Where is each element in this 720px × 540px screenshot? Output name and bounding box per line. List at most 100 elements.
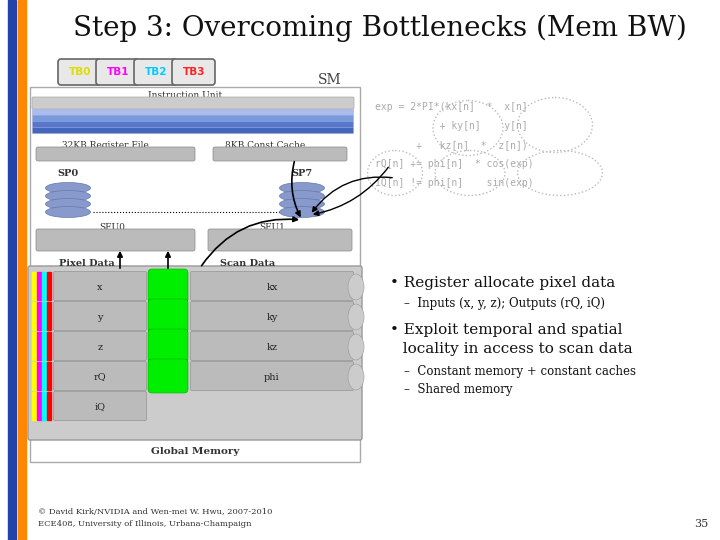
Bar xyxy=(30,87,360,462)
Text: kx: kx xyxy=(266,282,278,292)
Text: locality in access to scan data: locality in access to scan data xyxy=(393,342,633,356)
Bar xyxy=(47,272,51,300)
Text: 8KB Const Cache: 8KB Const Cache xyxy=(225,140,305,150)
Ellipse shape xyxy=(45,206,91,218)
FancyBboxPatch shape xyxy=(208,229,352,251)
Text: Pixel Data: Pixel Data xyxy=(59,259,115,267)
FancyBboxPatch shape xyxy=(191,332,354,361)
Bar xyxy=(32,302,36,330)
Bar xyxy=(37,302,41,330)
Ellipse shape xyxy=(348,334,364,360)
Text: Instruction Unit: Instruction Unit xyxy=(148,91,222,99)
FancyBboxPatch shape xyxy=(32,110,354,116)
Bar xyxy=(42,332,46,360)
Text: Global Memory: Global Memory xyxy=(150,448,239,456)
Text: ky: ky xyxy=(266,313,278,321)
FancyBboxPatch shape xyxy=(96,59,139,85)
Text: SFU0: SFU0 xyxy=(99,224,125,233)
FancyBboxPatch shape xyxy=(53,301,146,330)
Ellipse shape xyxy=(279,191,325,201)
FancyBboxPatch shape xyxy=(32,116,354,122)
Text: 35: 35 xyxy=(694,519,708,529)
Text: © David Kirk/NVIDIA and Wen-mei W. Hwu, 2007-2010: © David Kirk/NVIDIA and Wen-mei W. Hwu, … xyxy=(38,508,272,516)
Ellipse shape xyxy=(45,199,91,210)
FancyBboxPatch shape xyxy=(191,301,354,330)
FancyBboxPatch shape xyxy=(53,361,146,390)
FancyBboxPatch shape xyxy=(148,359,188,393)
Text: TB3: TB3 xyxy=(183,67,205,77)
Text: z: z xyxy=(97,342,102,352)
FancyBboxPatch shape xyxy=(148,299,188,333)
Bar xyxy=(47,332,51,360)
Bar xyxy=(37,362,41,390)
Bar xyxy=(32,272,36,300)
Bar xyxy=(37,392,41,420)
Text: Scan Data: Scan Data xyxy=(220,259,276,267)
Text: ECE408, University of Illinois, Urbana-Champaign: ECE408, University of Illinois, Urbana-C… xyxy=(38,520,251,528)
Text: Step 3: Overcoming Bottlenecks (Mem BW): Step 3: Overcoming Bottlenecks (Mem BW) xyxy=(73,15,687,42)
FancyBboxPatch shape xyxy=(148,329,188,363)
Text: y: y xyxy=(97,313,103,321)
FancyBboxPatch shape xyxy=(58,59,101,85)
Bar xyxy=(42,302,46,330)
Ellipse shape xyxy=(348,364,364,390)
Bar xyxy=(32,362,36,390)
Ellipse shape xyxy=(348,304,364,330)
Bar xyxy=(18,0,26,540)
Text: rQ: rQ xyxy=(94,373,107,381)
FancyBboxPatch shape xyxy=(191,361,354,390)
Text: SP0: SP0 xyxy=(58,168,78,178)
FancyBboxPatch shape xyxy=(172,59,215,85)
Text: –  Constant memory + constant caches: – Constant memory + constant caches xyxy=(404,364,636,377)
Text: +   kz[n]  *  z[n]): + kz[n] * z[n]) xyxy=(375,140,528,150)
Ellipse shape xyxy=(279,183,325,193)
Bar xyxy=(8,0,16,540)
Ellipse shape xyxy=(348,274,364,300)
Text: –  Shared memory: – Shared memory xyxy=(404,382,513,395)
FancyBboxPatch shape xyxy=(191,272,354,300)
Bar xyxy=(42,392,46,420)
FancyBboxPatch shape xyxy=(36,147,195,161)
FancyBboxPatch shape xyxy=(36,229,195,251)
Text: • Register allocate pixel data: • Register allocate pixel data xyxy=(390,276,616,290)
Text: + ky[n]    y[n]: + ky[n] y[n] xyxy=(375,121,528,131)
Text: • Exploit temporal and spatial: • Exploit temporal and spatial xyxy=(390,323,623,337)
FancyBboxPatch shape xyxy=(32,122,354,127)
Text: SP7: SP7 xyxy=(292,168,312,178)
FancyBboxPatch shape xyxy=(32,97,354,109)
Text: 32KB Register File: 32KB Register File xyxy=(62,140,148,150)
Text: SM: SM xyxy=(318,73,342,87)
Bar xyxy=(37,272,41,300)
Text: iQ: iQ xyxy=(94,402,106,411)
Text: rQ[n] += phi[n]  * cos(exp): rQ[n] += phi[n] * cos(exp) xyxy=(375,159,534,169)
Bar xyxy=(47,302,51,330)
Ellipse shape xyxy=(279,199,325,210)
Bar xyxy=(47,392,51,420)
FancyBboxPatch shape xyxy=(213,147,347,161)
Text: iQ[n] != phi[n]    sin(exp): iQ[n] != phi[n] sin(exp) xyxy=(375,178,534,188)
Text: TB1: TB1 xyxy=(107,67,130,77)
Bar xyxy=(37,332,41,360)
Ellipse shape xyxy=(279,206,325,218)
FancyBboxPatch shape xyxy=(32,127,354,133)
Bar xyxy=(32,332,36,360)
Text: phi: phi xyxy=(264,373,280,381)
Bar xyxy=(47,362,51,390)
Text: exp = 2*PI*(kx[n]  *  x[n]: exp = 2*PI*(kx[n] * x[n] xyxy=(375,102,528,112)
Bar xyxy=(32,392,36,420)
FancyBboxPatch shape xyxy=(134,59,177,85)
Bar xyxy=(42,272,46,300)
Text: TB2: TB2 xyxy=(145,67,167,77)
FancyBboxPatch shape xyxy=(53,392,146,421)
Ellipse shape xyxy=(45,183,91,193)
Ellipse shape xyxy=(45,191,91,201)
Text: kz: kz xyxy=(266,342,277,352)
FancyBboxPatch shape xyxy=(53,332,146,361)
Bar xyxy=(42,362,46,390)
Text: SFU1: SFU1 xyxy=(259,224,285,233)
FancyBboxPatch shape xyxy=(148,269,188,303)
FancyBboxPatch shape xyxy=(28,266,362,440)
Text: –  Inputs (x, y, z); Outputs (rQ, iQ): – Inputs (x, y, z); Outputs (rQ, iQ) xyxy=(404,296,605,309)
Text: x: x xyxy=(97,282,103,292)
Text: TB0: TB0 xyxy=(68,67,91,77)
